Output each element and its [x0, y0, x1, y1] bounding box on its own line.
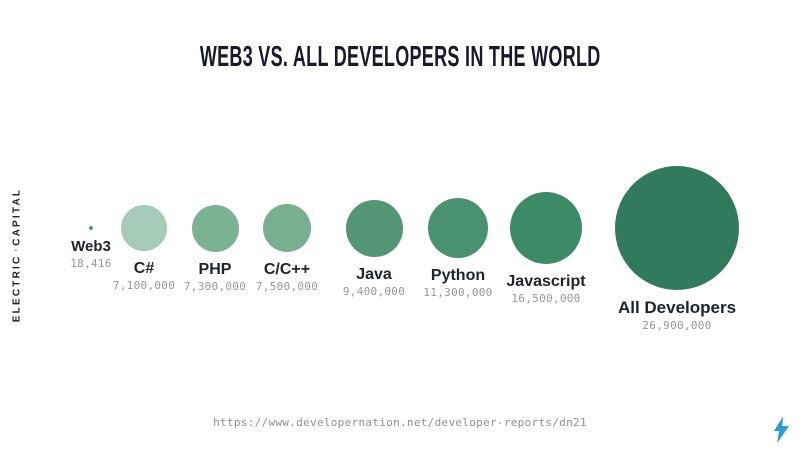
bubble-label-php: PHP — [198, 260, 232, 278]
lightning-bolt-icon — [774, 416, 789, 443]
bubble-circle-csharp — [121, 205, 167, 251]
bubble-value-python: 11,300,000 — [423, 286, 493, 299]
bubble-value-c-cpp: 7,500,000 — [255, 280, 319, 293]
bubble-value-php: 7,300,000 — [183, 279, 247, 293]
brand-word-capital: CAPITAL — [11, 187, 23, 246]
bubble-value-javascript: 16,500,000 — [511, 292, 581, 305]
bubble-label-csharp: C# — [133, 260, 155, 277]
bubble-value-java: 9,400,000 — [342, 284, 406, 298]
source-url-text: https://www.developernation.net/develope… — [213, 416, 587, 429]
bubble-circle-web3 — [89, 226, 93, 230]
bubble-label-all-developers: All Developers — [617, 298, 737, 317]
lightning-bolt-shape — [774, 416, 789, 443]
bubble-circle-all-developers — [615, 166, 739, 290]
bubble-label-java: Java — [356, 265, 392, 283]
bubble-label-c-cpp: C/C++ — [263, 261, 311, 278]
bubble-circle-python — [428, 198, 488, 258]
page-title: WEB3 VS. ALL DEVELOPERS IN THE WORLD — [199, 41, 601, 73]
bubble-circle-php — [191, 204, 239, 252]
bubble-circle-c-cpp — [263, 204, 311, 252]
bubble-value-all-developers: 26,900,000 — [642, 319, 712, 332]
bubble-label-python: Python — [430, 267, 486, 284]
bubble-circle-javascript — [510, 192, 582, 264]
bubble-label-web3: Web3 — [71, 238, 111, 255]
bubble-circle-java — [345, 199, 403, 257]
bubble-value-csharp: 7,100,000 — [112, 279, 176, 292]
bubble-value-web3: 18,416 — [70, 257, 112, 270]
title-row: WEB3 VS. ALL DEVELOPERS IN THE WORLD — [0, 41, 800, 74]
bubble-label-javascript: Javascript — [506, 273, 586, 290]
